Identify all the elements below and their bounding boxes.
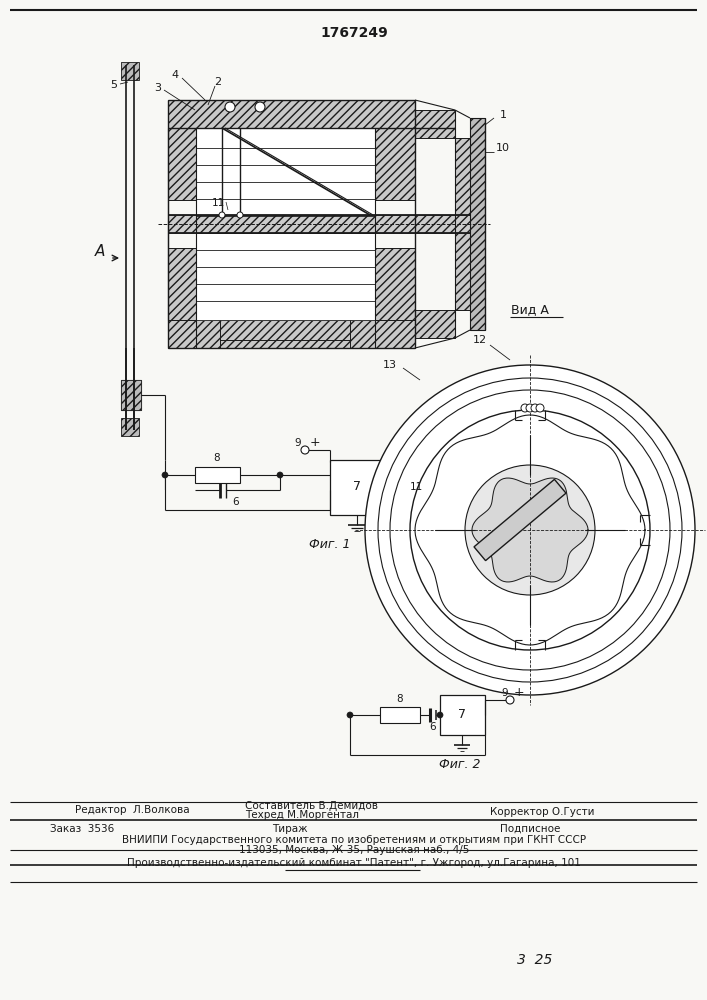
Text: 3: 3 [155, 83, 161, 93]
Text: 113035, Москва, Ж-35, Раушская наб., 4/5: 113035, Москва, Ж-35, Раушская наб., 4/5 [239, 845, 469, 855]
Text: 7: 7 [353, 481, 361, 493]
Circle shape [521, 404, 529, 412]
Circle shape [277, 472, 283, 478]
Polygon shape [168, 128, 196, 200]
Text: 11: 11 [211, 198, 225, 208]
Polygon shape [168, 100, 415, 128]
Circle shape [465, 465, 595, 595]
Circle shape [225, 102, 235, 112]
Text: 8: 8 [214, 453, 221, 463]
Text: 13: 13 [383, 360, 397, 370]
Text: 4: 4 [171, 70, 179, 80]
Bar [330, 460, 385, 515]
Text: 9: 9 [502, 688, 508, 698]
Text: Корректор О.Густи: Корректор О.Густи [490, 807, 595, 817]
Text: Вид А: Вид А [511, 304, 549, 316]
Bar [196, 128, 375, 320]
Text: 2: 2 [214, 77, 221, 87]
Bar [195, 467, 240, 483]
Circle shape [390, 390, 670, 670]
Polygon shape [121, 418, 139, 436]
Text: Тираж: Тираж [272, 824, 308, 834]
Circle shape [365, 365, 695, 695]
Polygon shape [455, 138, 470, 310]
Text: 12: 12 [473, 335, 487, 345]
Text: +: + [310, 436, 320, 450]
Text: Редактор  Л.Волкова: Редактор Л.Волкова [75, 805, 189, 815]
Bar [440, 695, 485, 735]
Polygon shape [470, 118, 485, 330]
Text: 1: 1 [500, 110, 506, 120]
Circle shape [536, 404, 544, 412]
Circle shape [526, 404, 534, 412]
Polygon shape [375, 248, 415, 320]
Polygon shape [415, 110, 455, 138]
Text: Фиг. 2: Фиг. 2 [439, 758, 481, 772]
Text: 6: 6 [430, 722, 436, 732]
Text: Составитель В.Демидов: Составитель В.Демидов [245, 801, 378, 811]
Text: Техред М.Моргентал: Техред М.Моргентал [245, 810, 359, 820]
Circle shape [378, 378, 682, 682]
Text: Фиг. 1: Фиг. 1 [309, 538, 351, 552]
Circle shape [506, 696, 514, 704]
Text: 1767249: 1767249 [320, 26, 388, 40]
Text: Заказ  3536: Заказ 3536 [50, 824, 115, 834]
Text: 10: 10 [496, 143, 510, 153]
Text: 7: 7 [458, 708, 466, 722]
Circle shape [255, 102, 265, 112]
Circle shape [162, 472, 168, 478]
Text: 6: 6 [233, 497, 239, 507]
Circle shape [219, 212, 225, 218]
Text: 9: 9 [295, 438, 301, 448]
Text: +: + [514, 686, 525, 700]
Polygon shape [168, 248, 196, 320]
Circle shape [410, 410, 650, 650]
Polygon shape [121, 62, 139, 80]
Circle shape [437, 712, 443, 718]
Text: 5: 5 [110, 80, 117, 90]
Circle shape [301, 446, 309, 454]
Text: 8: 8 [397, 694, 403, 704]
Text: Подписное: Подписное [500, 824, 560, 834]
Polygon shape [121, 380, 141, 410]
Polygon shape [168, 215, 470, 233]
Text: А: А [95, 244, 105, 259]
Circle shape [237, 212, 243, 218]
Circle shape [347, 712, 353, 718]
Bar [121, 380, 141, 410]
Bar [380, 707, 420, 723]
Polygon shape [474, 479, 566, 561]
Polygon shape [415, 310, 455, 338]
Text: 3  25: 3 25 [518, 953, 553, 967]
Circle shape [531, 404, 539, 412]
Polygon shape [168, 320, 415, 348]
Text: Производственно-издательский комбинат "Патент", г. Ужгород, ул.Гагарина, 101: Производственно-издательский комбинат "П… [127, 858, 581, 868]
Polygon shape [472, 478, 588, 582]
Text: 11: 11 [410, 482, 423, 492]
Text: ВНИИПИ Государственного комитета по изобретениям и открытиям при ГКНТ СССР: ВНИИПИ Государственного комитета по изоб… [122, 835, 586, 845]
Polygon shape [375, 128, 415, 200]
